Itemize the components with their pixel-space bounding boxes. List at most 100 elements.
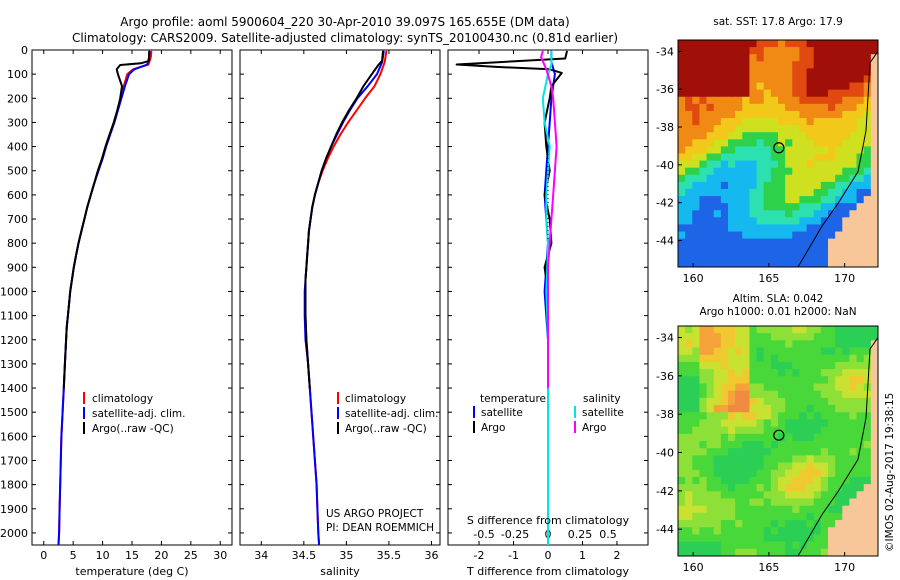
map-cell: [706, 167, 715, 176]
map-cell: [799, 419, 808, 428]
data-point: [133, 68, 135, 70]
data-point: [65, 339, 67, 341]
map-cell: [770, 238, 779, 247]
map-cell: [720, 103, 729, 112]
data-point: [348, 109, 350, 111]
map-cell: [842, 217, 851, 226]
map-cell: [749, 512, 758, 521]
map-cell: [692, 118, 701, 126]
map-cell: [728, 167, 736, 176]
map-cell: [813, 426, 822, 435]
map-cell: [742, 548, 751, 556]
map-cell: [792, 441, 801, 449]
map-cell: [792, 231, 801, 240]
map-cell: [792, 484, 801, 492]
map-cell: [799, 252, 808, 261]
map-cell: [820, 61, 829, 69]
map-cell: [820, 196, 829, 204]
map-cell: [763, 498, 772, 507]
data-point: [109, 133, 111, 136]
map-cell: [678, 397, 686, 406]
map-cell: [820, 527, 829, 536]
map-cell: [806, 103, 815, 112]
map-cell: [735, 96, 743, 105]
depth-tick-label: 400: [7, 141, 28, 154]
map-cell: [842, 132, 851, 140]
map-cell: [820, 167, 829, 176]
map-cell: [692, 210, 701, 218]
map-cell: [849, 361, 858, 370]
map-cell: [813, 203, 822, 211]
map-cell: [813, 484, 822, 492]
map-cell: [849, 196, 858, 204]
map-cell: [785, 103, 793, 112]
map-cell: [749, 448, 758, 456]
data-point: [104, 146, 107, 148]
map-cell: [720, 167, 729, 176]
map-cell: [742, 75, 751, 84]
map-cell: [756, 139, 765, 147]
map-cell: [735, 541, 743, 550]
map-cell: [713, 54, 722, 62]
data-point: [317, 182, 319, 184]
map-cell: [849, 498, 858, 507]
map-cell: [699, 527, 708, 536]
map-cell: [806, 326, 815, 334]
map-cell: [763, 47, 772, 55]
map-cell: [720, 354, 729, 363]
map-cell: [856, 238, 865, 247]
data-point: [59, 508, 61, 510]
map-cell: [749, 153, 758, 162]
map-cell: [735, 369, 743, 377]
legend-satellite-label: satellite-adj. clim.: [345, 408, 438, 420]
map-cell: [706, 245, 715, 254]
map-cell: [870, 541, 878, 550]
map-cell: [756, 361, 765, 370]
map-cell: [699, 231, 708, 240]
data-point: [64, 363, 66, 365]
map-cell: [849, 548, 858, 556]
map-cell: [835, 469, 843, 478]
depth-tick-label: 600: [7, 189, 28, 202]
map-cell: [863, 188, 872, 197]
map-cell: [806, 520, 815, 528]
map-cell: [820, 354, 829, 363]
map-cell: [728, 505, 736, 514]
map-cell: [735, 231, 743, 240]
map-cell: [728, 196, 736, 204]
data-point: [305, 266, 307, 268]
map-cell: [820, 160, 829, 169]
map-cell: [685, 82, 693, 91]
map-cell: [792, 426, 801, 435]
map-cell: [856, 354, 865, 363]
map-cell: [863, 469, 872, 478]
map-cell: [728, 491, 736, 500]
map-cell: [849, 412, 858, 421]
map-cell: [820, 188, 829, 197]
map-cell: [699, 361, 708, 370]
map-cell: [835, 160, 843, 169]
map-cell: [756, 527, 765, 536]
difference-xlabel: T difference from climatology: [466, 565, 629, 578]
map-cell: [813, 132, 822, 140]
map-cell: [728, 181, 736, 190]
map-cell: [678, 484, 686, 492]
map-cell: [699, 47, 708, 55]
map-cell: [792, 181, 801, 190]
map-cell: [792, 390, 801, 399]
map-cell: [856, 527, 865, 536]
temperature-tick-label: 5: [70, 549, 77, 562]
map-cell: [778, 132, 786, 140]
map-cell: [835, 110, 843, 119]
map-cell: [735, 61, 743, 69]
map-cell: [856, 476, 865, 485]
map-cell: [728, 231, 736, 240]
map-cell: [870, 512, 878, 521]
map-cell: [770, 397, 779, 406]
map-cell: [713, 361, 722, 370]
map-cell: [792, 203, 801, 211]
map-cell: [828, 476, 836, 485]
map-cell: [763, 484, 772, 492]
map-cell: [799, 433, 808, 442]
map-cell: [742, 455, 751, 464]
